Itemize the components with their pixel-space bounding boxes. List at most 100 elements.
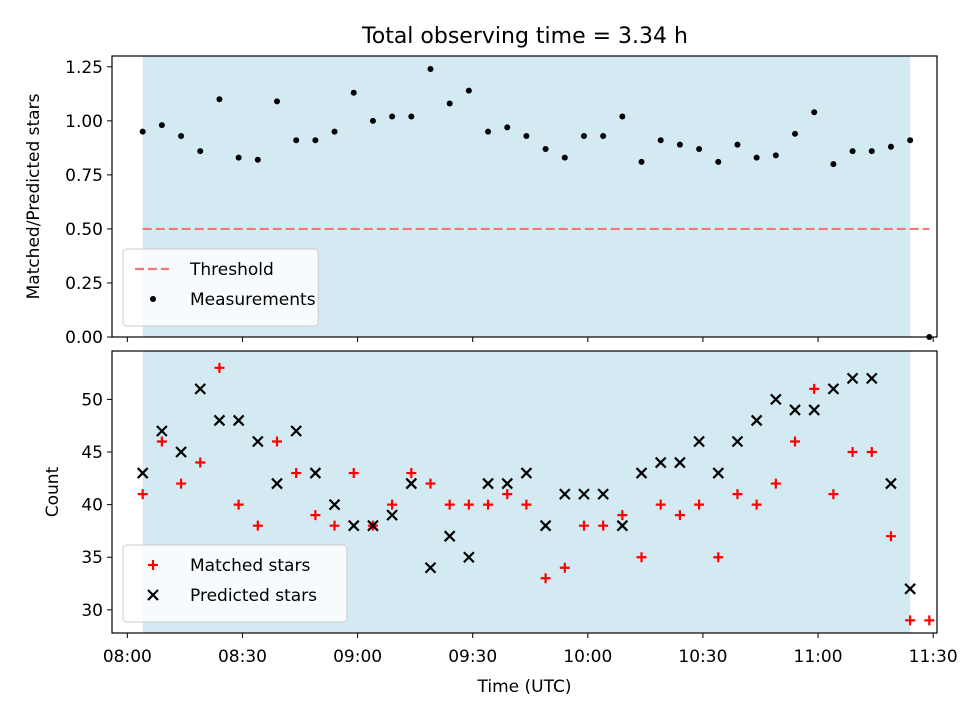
predicted-stars-point bbox=[885, 477, 897, 490]
measurement-point bbox=[312, 137, 319, 144]
measurement-point bbox=[369, 117, 376, 124]
predicted-stars-point bbox=[252, 435, 264, 448]
predicted-stars-point bbox=[232, 414, 245, 427]
y-tick-label: 1.00 bbox=[65, 112, 103, 132]
matched-stars-point bbox=[483, 499, 494, 510]
measurement-point bbox=[274, 98, 280, 105]
predicted-stars-point bbox=[693, 435, 705, 448]
axes-frame bbox=[111, 55, 938, 338]
predicted-stars-point bbox=[367, 519, 379, 532]
predicted-stars-point bbox=[635, 467, 648, 479]
matched-stars-point bbox=[598, 520, 609, 531]
chart-title: Total observing time = 3.34 h bbox=[361, 24, 688, 49]
top-panel: 0.00 0.25 0.50 0.75 1.00 1.25 Matched/Predicte… bbox=[24, 55, 938, 348]
legend-label: Measurements bbox=[190, 290, 316, 310]
predicted-stars-point bbox=[463, 551, 475, 564]
y-tick-label: 45 bbox=[81, 443, 103, 463]
matched-stars-point bbox=[176, 478, 187, 489]
matched-stars-point bbox=[387, 499, 398, 510]
measurement-point bbox=[715, 158, 722, 165]
matched-stars-point bbox=[272, 436, 282, 447]
measurement-point bbox=[350, 89, 357, 96]
predicted-stars-point bbox=[501, 477, 514, 490]
measurement-point bbox=[504, 124, 511, 131]
matched-stars-point bbox=[866, 447, 877, 458]
predicted-stars-point bbox=[194, 383, 207, 395]
legend-predicted-swatch bbox=[147, 589, 159, 601]
matched-stars-point bbox=[348, 468, 359, 479]
matched-stars-point bbox=[310, 510, 321, 521]
predicted-stars-point bbox=[731, 435, 744, 448]
predicted-stars-point bbox=[789, 404, 801, 416]
matched-stars-point bbox=[252, 520, 263, 531]
measurement-point bbox=[638, 158, 645, 165]
predicted-stars-point bbox=[443, 530, 456, 542]
y-axis-label: Count bbox=[43, 466, 63, 517]
y-tick-label: 0.75 bbox=[65, 166, 103, 186]
predicted-stars-point bbox=[213, 414, 226, 427]
x-tick-label: 11:30 bbox=[909, 647, 958, 667]
x-tick-label: 10:30 bbox=[678, 647, 727, 667]
x-tick-label: 09:30 bbox=[448, 647, 497, 667]
measurement-point bbox=[446, 100, 453, 107]
predicted-stars-point bbox=[424, 561, 437, 574]
predicted-stars-point bbox=[156, 425, 168, 437]
matched-stars-point bbox=[924, 615, 935, 626]
x-tick-label: 08:30 bbox=[218, 647, 267, 667]
matched-stars-point bbox=[636, 552, 647, 563]
measurement-point bbox=[197, 148, 204, 155]
predicted-stars-point bbox=[750, 414, 763, 427]
measurement-point bbox=[753, 154, 760, 161]
measurement-point bbox=[619, 113, 626, 120]
measurement-point bbox=[772, 152, 779, 159]
matched-stars-point bbox=[674, 510, 685, 521]
matched-stars-point bbox=[425, 478, 436, 489]
measurement-point bbox=[676, 141, 683, 148]
measurement-point bbox=[408, 113, 415, 120]
matched-stars-point bbox=[521, 499, 532, 510]
measurement-point bbox=[523, 132, 530, 139]
measurement-point bbox=[657, 137, 664, 144]
bottom-panel: 30 35 40 45 50 08:00 08:30 09:00 09:30 10:00 10:30… bbox=[43, 350, 958, 697]
x-tick-label: 08:00 bbox=[103, 647, 152, 667]
predicted-stars-point bbox=[482, 477, 494, 490]
measurement-point bbox=[907, 137, 914, 144]
legend-box bbox=[122, 544, 348, 623]
matched-stars-point bbox=[655, 499, 666, 510]
measurement-point bbox=[830, 161, 837, 168]
measurement-point bbox=[600, 132, 607, 139]
predicted-stars-point bbox=[290, 425, 302, 437]
predicted-stars-point bbox=[808, 404, 820, 416]
matched-stars-point bbox=[809, 383, 820, 394]
measurement-point bbox=[389, 113, 396, 120]
predicted-stars-point bbox=[827, 383, 840, 395]
predicted-stars-point bbox=[347, 519, 360, 532]
matched-stars-point bbox=[732, 489, 743, 500]
measurement-point bbox=[696, 145, 703, 152]
y-tick-label: 30 bbox=[81, 601, 103, 621]
matched-stars-point bbox=[156, 436, 167, 447]
predicted-stars-point bbox=[770, 393, 782, 406]
matched-stars-point bbox=[502, 489, 513, 500]
measurement-point bbox=[158, 122, 165, 129]
predicted-stars-point bbox=[175, 446, 187, 458]
predicted-stars-point bbox=[674, 456, 686, 469]
x-tick-label: 09:00 bbox=[333, 647, 382, 667]
legend-box bbox=[122, 248, 319, 327]
measurement-point bbox=[465, 87, 472, 94]
matched-stars-point bbox=[540, 573, 551, 584]
y-tick-label: 35 bbox=[81, 548, 103, 568]
measurement-point bbox=[868, 148, 875, 155]
measurement-point bbox=[811, 109, 818, 116]
matched-stars-point bbox=[406, 468, 417, 479]
predicted-stars-point bbox=[846, 372, 859, 385]
measurement-point bbox=[792, 130, 799, 137]
x-tick-label: 10:00 bbox=[563, 647, 612, 667]
matched-stars-point bbox=[137, 489, 148, 500]
y-tick-label: 0.00 bbox=[65, 328, 103, 348]
matched-stars-point bbox=[905, 615, 916, 626]
y-axis-label: Matched/Predicted stars bbox=[24, 93, 44, 299]
measurement-point bbox=[293, 137, 300, 144]
y-tick-label: 40 bbox=[81, 496, 103, 516]
